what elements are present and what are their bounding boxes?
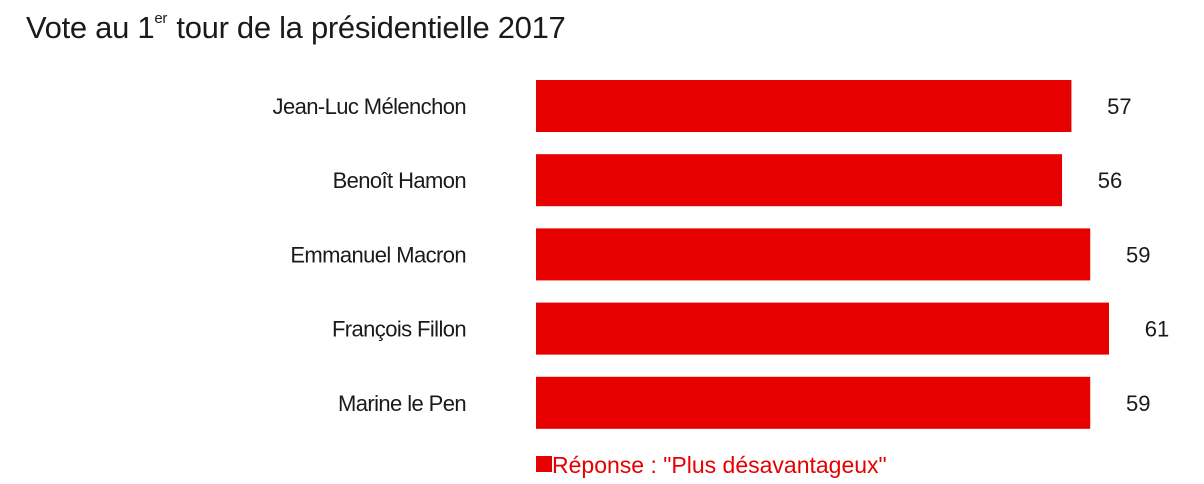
- legend-swatch: [536, 456, 552, 472]
- data-label: 57: [1107, 94, 1131, 119]
- category-label: François Fillon: [332, 317, 466, 342]
- chart-title-prefix: Vote au 1: [26, 10, 155, 45]
- legend-label: Réponse : "Plus désavantageux": [552, 452, 887, 478]
- category-label: Emmanuel Macron: [290, 242, 466, 267]
- category-label: Benoît Hamon: [333, 168, 466, 193]
- chart-title-suffix: tour de la présidentielle 2017: [168, 10, 566, 45]
- data-label: 59: [1126, 242, 1150, 267]
- bar: [536, 376, 1091, 429]
- chart-title-superscript: er: [154, 10, 168, 27]
- bars-layer: Jean-Luc Mélenchon 57 Benoît Hamon 56 Emmanu…: [273, 80, 1169, 429]
- bar: [536, 302, 1109, 355]
- category-label: Marine le Pen: [338, 391, 466, 416]
- chart-title: Vote au 1er tour de la présidentielle 20…: [26, 10, 566, 46]
- data-label: 59: [1126, 391, 1150, 416]
- bar: [536, 154, 1063, 207]
- bar: [536, 80, 1072, 132]
- category-label: Jean-Luc Mélenchon: [273, 94, 466, 119]
- data-label: 56: [1098, 168, 1122, 193]
- legend: Réponse : "Plus désavantageux": [536, 452, 887, 478]
- bar: [536, 228, 1091, 281]
- data-label: 61: [1145, 317, 1169, 342]
